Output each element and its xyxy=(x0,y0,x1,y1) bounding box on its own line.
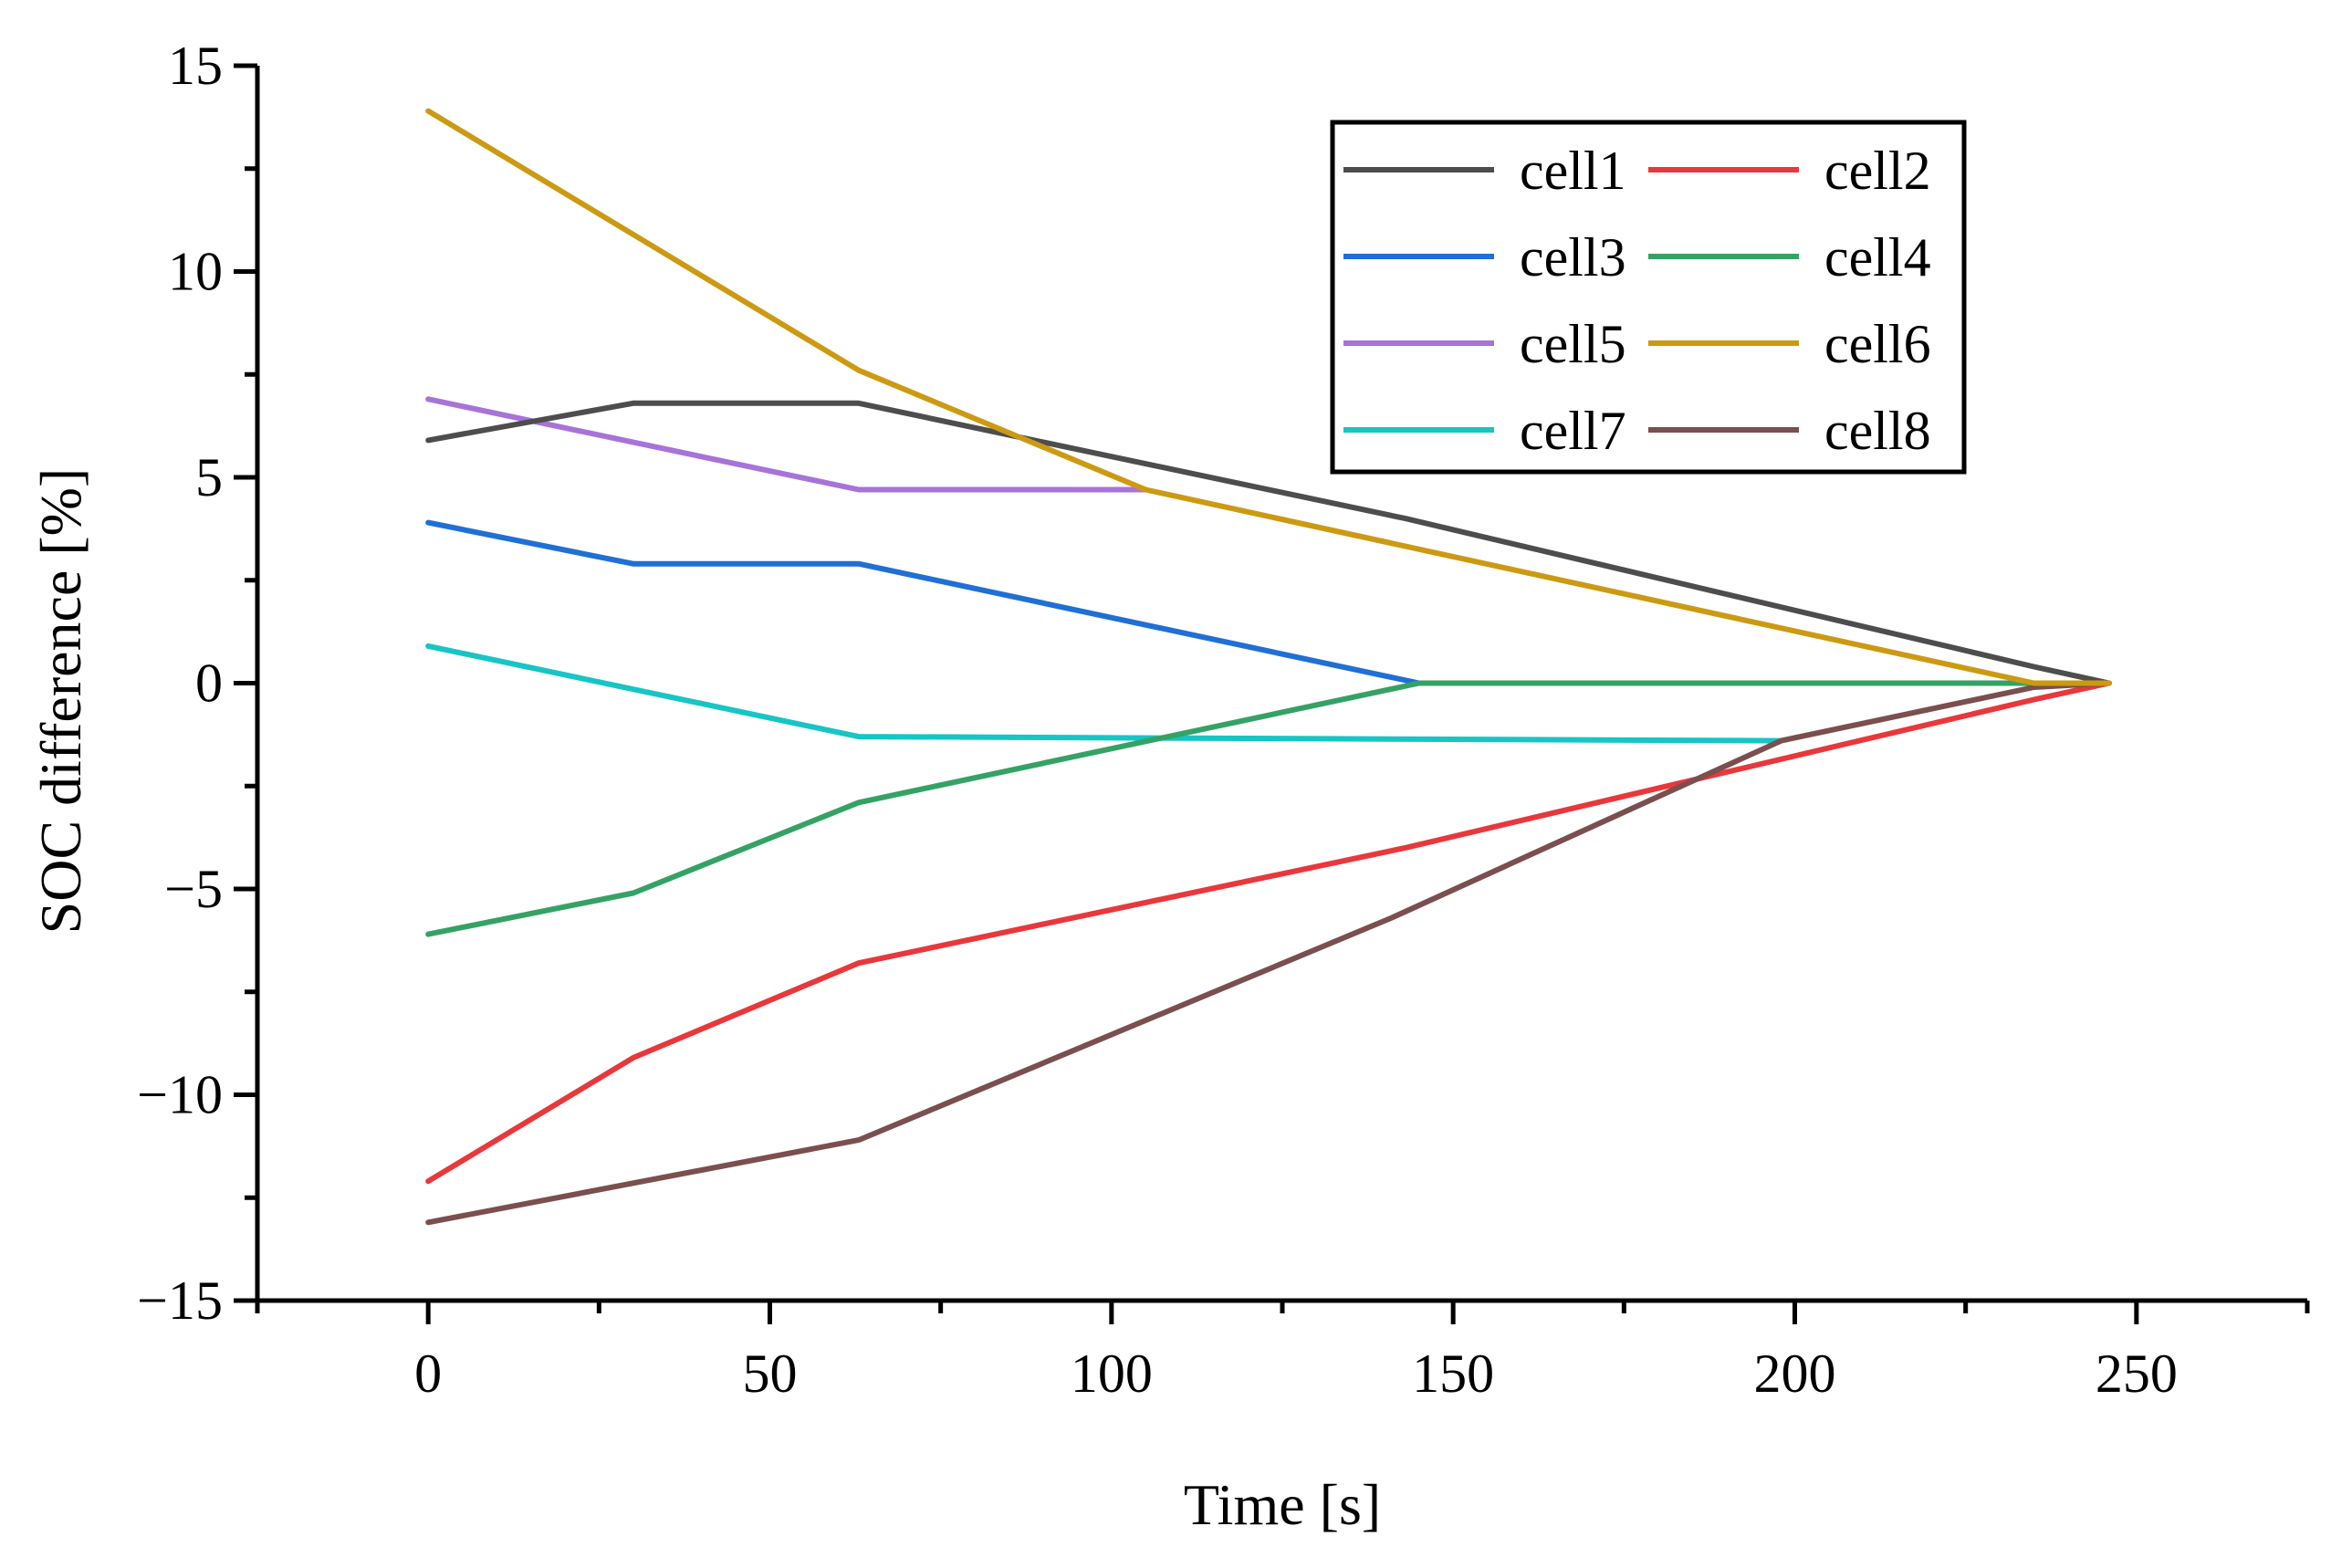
series-line-cell2 xyxy=(425,680,2112,1185)
series-lines xyxy=(425,108,2112,1226)
y-axis-title: SOC difference [%] xyxy=(28,468,93,935)
legend-label-cell1: cell1 xyxy=(1520,141,1626,201)
x-axis-title: Time [s] xyxy=(1184,1472,1381,1537)
x-tick-label: 250 xyxy=(2096,1343,2178,1404)
y-tick-label: −10 xyxy=(137,1065,223,1125)
series-line-cell1 xyxy=(425,400,2112,686)
legend-label-cell8: cell8 xyxy=(1824,401,1931,461)
y-tick-label: −15 xyxy=(137,1270,223,1331)
legend-label-cell4: cell4 xyxy=(1824,227,1931,287)
series-line-cell6 xyxy=(425,108,2112,686)
axis-titles: Time [s] SOC difference [%] xyxy=(28,468,1381,1537)
legend-label-cell5: cell5 xyxy=(1520,314,1626,374)
x-tick-label: 150 xyxy=(1412,1343,1494,1404)
x-tick-label: 50 xyxy=(743,1343,798,1404)
legend-label-cell2: cell2 xyxy=(1824,141,1931,201)
x-tick-label: 200 xyxy=(1754,1343,1836,1404)
legend: cell1 cell2 cell3 cell4 cell5 cell6 cell7 cell8 xyxy=(1330,120,1967,475)
legend-label-cell7: cell7 xyxy=(1520,401,1626,461)
series-line-cell5 xyxy=(425,396,1149,493)
legend-label-cell6: cell6 xyxy=(1824,314,1931,374)
x-tick-label: 0 xyxy=(414,1343,442,1404)
series-line-cell4 xyxy=(425,680,2112,937)
x-tick-label: 100 xyxy=(1071,1343,1153,1404)
y-tick-label: −5 xyxy=(164,859,223,919)
y-tick-label: 5 xyxy=(195,447,223,507)
y-tick-label: 10 xyxy=(168,242,223,302)
series-line-cell8 xyxy=(425,680,2112,1226)
legend-label-cell3: cell3 xyxy=(1520,227,1626,287)
series-line-cell3 xyxy=(425,519,2112,686)
y-tick-label: 15 xyxy=(168,36,223,96)
series-line-cell7 xyxy=(425,643,1784,744)
legend-box xyxy=(1330,120,1967,475)
y-tick-label: 0 xyxy=(195,653,223,714)
